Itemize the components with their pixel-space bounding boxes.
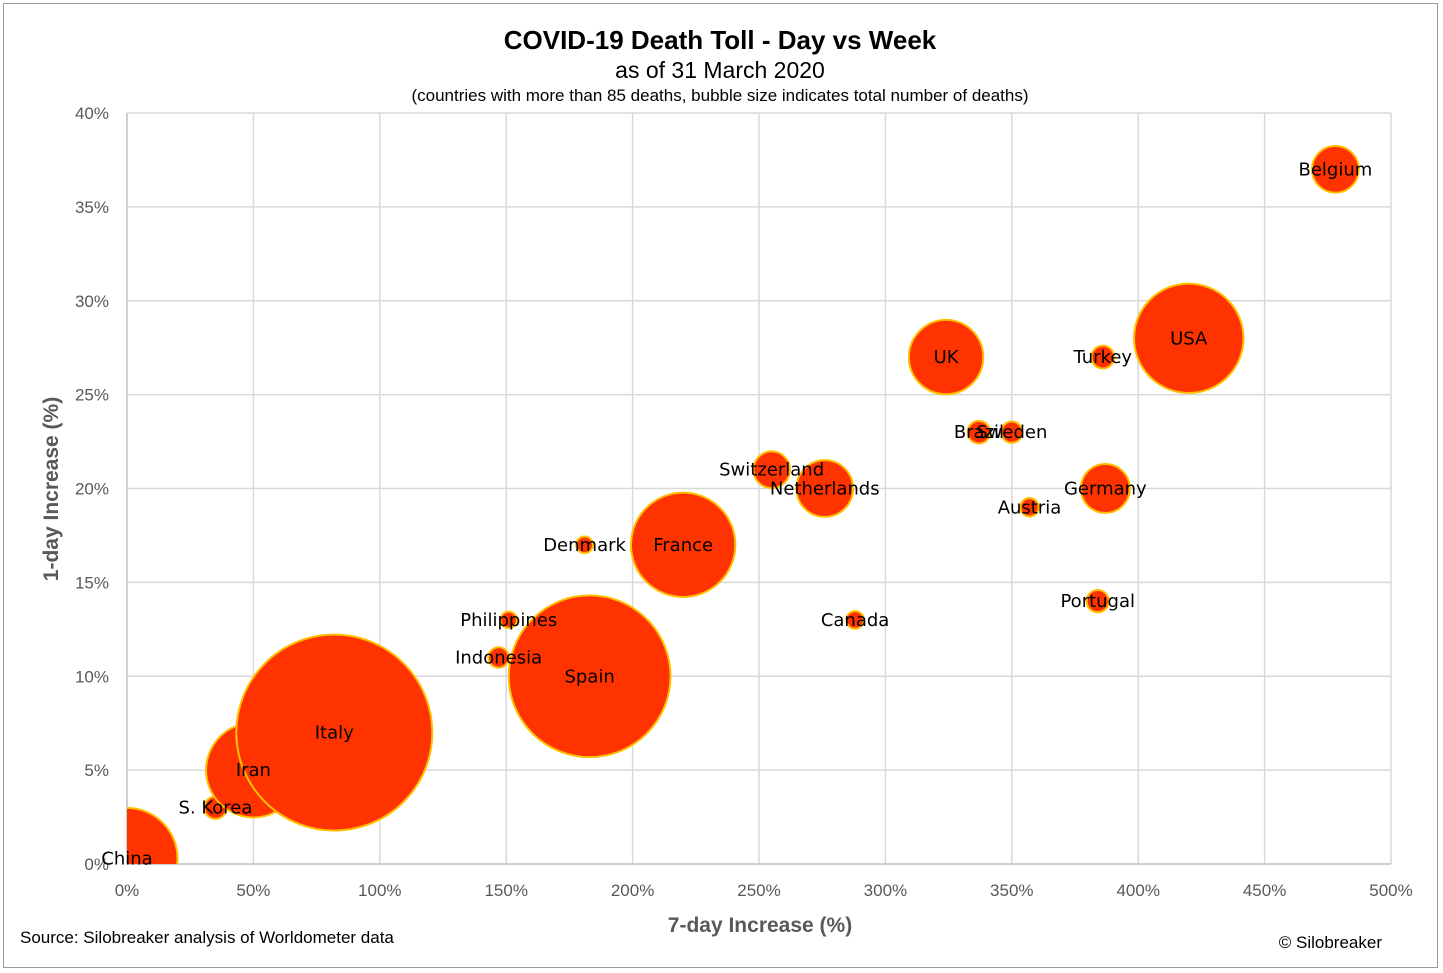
tick-labels: 0% 50% 100% 150% 200% 250% 300% 350% 400% 450% 500… — [75, 104, 1413, 900]
bubble-label: Italy — [315, 723, 354, 744]
x-tick-label: 450% — [1243, 881, 1286, 900]
bubble-indonesia — [487, 646, 510, 669]
bubble-italy — [235, 633, 434, 832]
y-tick-label: 20% — [75, 480, 109, 499]
y-tick-label: 35% — [75, 198, 109, 217]
bubble-turkey — [1090, 344, 1116, 370]
bubble-china — [127, 806, 179, 864]
y-axis-label: 1-day Increase (%) — [40, 397, 63, 581]
x-tick-label: 50% — [236, 881, 270, 900]
x-tick-label: 150% — [484, 881, 527, 900]
x-tick-label: 250% — [737, 881, 780, 900]
bubble-portugal — [1085, 589, 1110, 614]
bubble-uk — [907, 318, 985, 396]
bubble-label: China — [101, 848, 152, 869]
bubble-sweden — [1000, 420, 1024, 444]
x-tick-label: 0% — [115, 881, 140, 900]
bubbles — [127, 144, 1360, 864]
source-note: Source: Silobreaker analysis of Worldome… — [20, 928, 394, 947]
x-tick-label: 350% — [990, 881, 1033, 900]
chart-note: (countries with more than 85 deaths, bub… — [411, 86, 1028, 105]
bubble-switzerland — [752, 450, 791, 490]
bubble-label: Austria — [998, 497, 1062, 518]
y-tick-label: 40% — [75, 104, 109, 123]
bubble-label: Germany — [1064, 479, 1147, 500]
chart-title: COVID-19 Death Toll - Day vs Week — [504, 25, 937, 55]
x-axis-label: 7-day Increase (%) — [668, 914, 852, 937]
bubble-label: Portugal — [1060, 591, 1135, 612]
bubble-label: Netherlands — [770, 479, 880, 500]
bubble-label: USA — [1170, 328, 1208, 349]
bubble-brazil — [966, 419, 992, 445]
bubble-label: Belgium — [1298, 159, 1372, 180]
bubble-netherlands — [795, 459, 855, 518]
bubble-label: Sweden — [976, 422, 1047, 443]
bubble-france — [629, 491, 737, 599]
y-tick-label: 15% — [75, 573, 109, 592]
x-tick-label: 400% — [1116, 881, 1159, 900]
bubble-spain — [507, 594, 672, 759]
x-tick-label: 300% — [864, 881, 907, 900]
y-tick-label: 5% — [84, 761, 109, 780]
bubble-labels: China S. Korea Iran Italy Indonesia Philippin… — [101, 159, 1372, 869]
y-tick-label: 0% — [84, 855, 109, 874]
bubble-label: Switzerland — [719, 460, 824, 481]
bubble-germany — [1079, 463, 1131, 514]
bubble-label: France — [653, 535, 713, 556]
bubble-canada — [845, 610, 865, 630]
x-tick-label: 200% — [611, 881, 654, 900]
bubble-label: Brazil — [954, 422, 1004, 443]
bubble-label: S. Korea — [179, 798, 253, 819]
bubble-label: Philippines — [460, 610, 557, 631]
bubble-label: Spain — [564, 666, 614, 687]
bubble-usa — [1133, 282, 1245, 395]
bubble-label: UK — [934, 347, 960, 368]
bubble-label: Turkey — [1073, 347, 1133, 368]
bubble-belgium — [1311, 144, 1360, 194]
bubble-philippines — [499, 610, 518, 630]
y-tick-label: 25% — [75, 386, 109, 405]
bubble-label: Indonesia — [455, 647, 542, 668]
y-tick-label: 30% — [75, 292, 109, 311]
bubble-label: Canada — [821, 610, 890, 631]
bubble-label: Iran — [236, 760, 271, 781]
y-tick-label: 10% — [75, 667, 109, 686]
bubble-label: Denmark — [543, 535, 626, 556]
chart-subtitle: as of 31 March 2020 — [615, 57, 825, 83]
copyright-note: © Silobreaker — [1279, 933, 1383, 952]
x-tick-label: 100% — [358, 881, 401, 900]
x-tick-label: 500% — [1369, 881, 1412, 900]
bubble-denmark — [575, 535, 594, 555]
bubble-austria — [1019, 497, 1040, 518]
